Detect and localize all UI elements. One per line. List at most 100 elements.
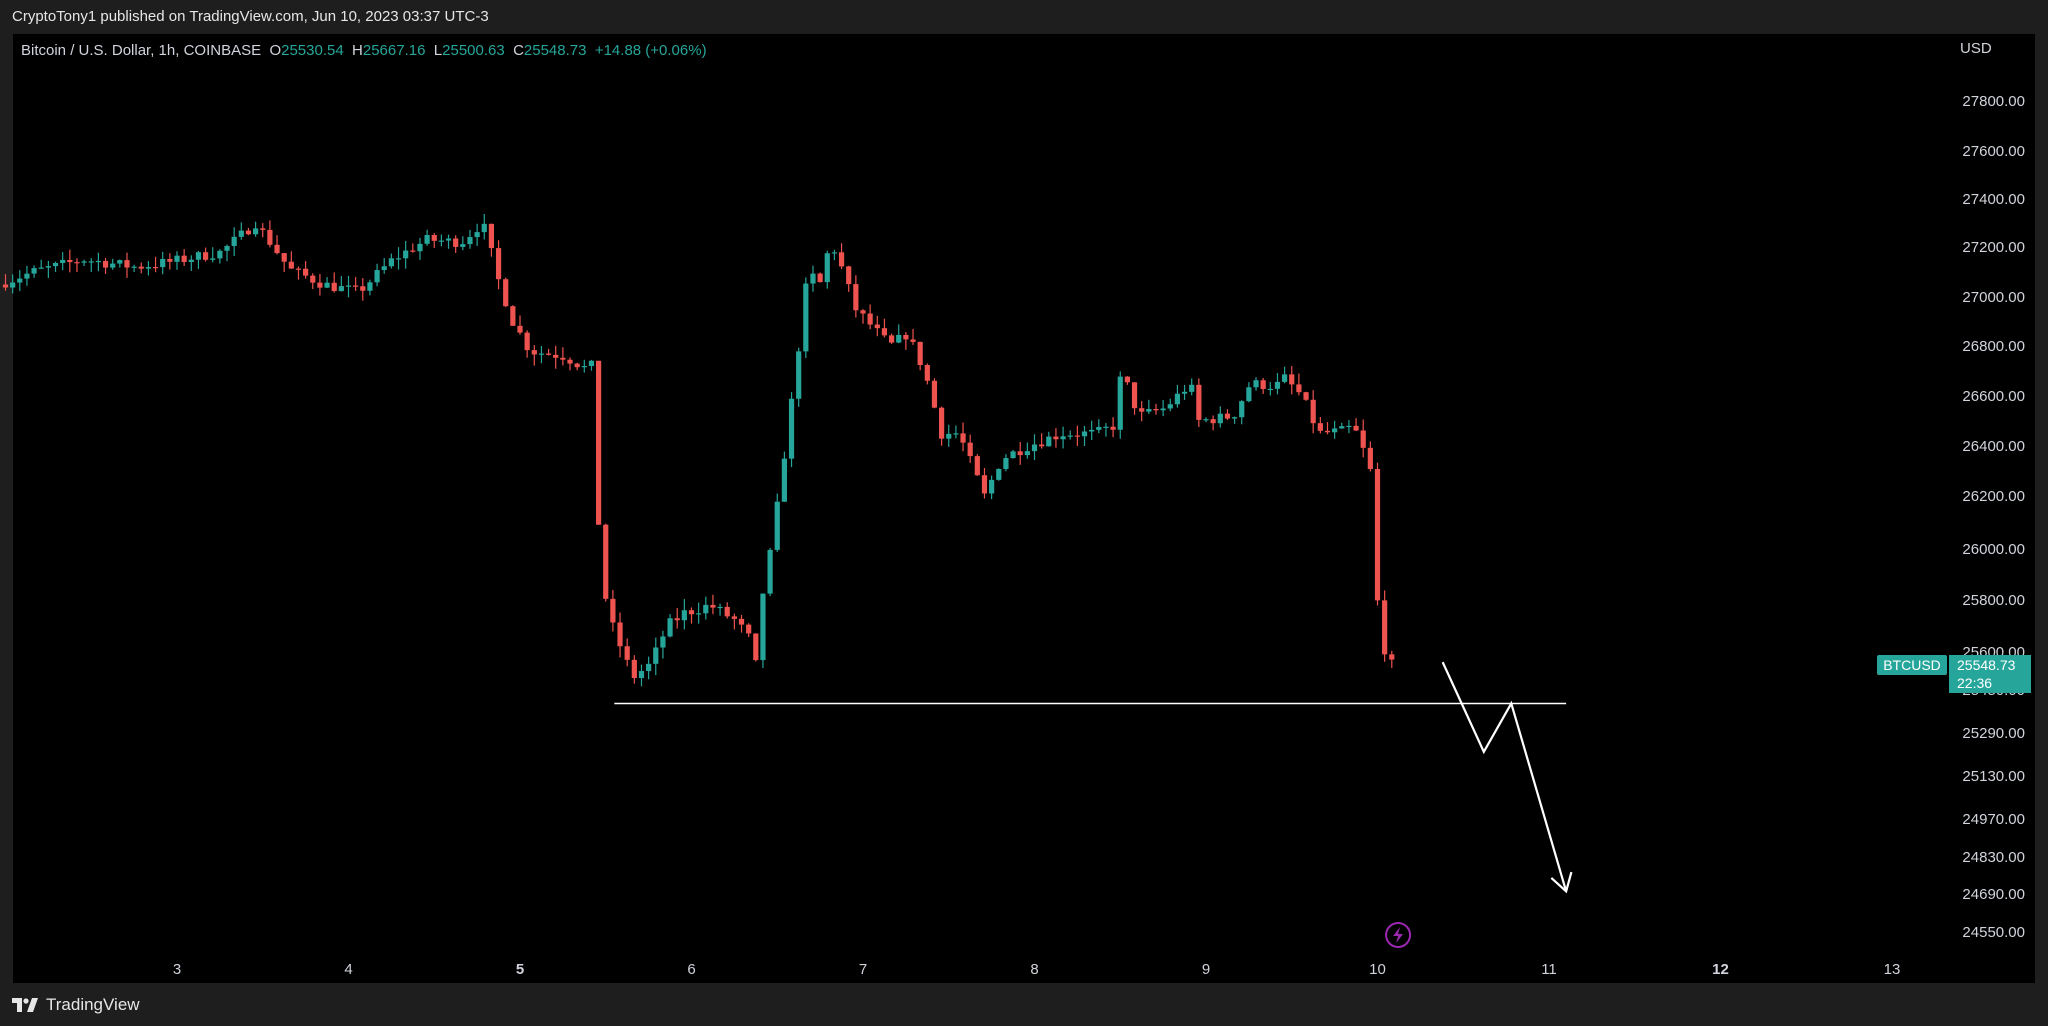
candle-body xyxy=(610,598,616,623)
candle-body xyxy=(124,260,130,268)
candle-body xyxy=(896,334,902,343)
candle-body xyxy=(67,259,73,263)
bar-countdown-label: 22:36 xyxy=(1957,675,1992,691)
y-tick-label: 27600.00 xyxy=(1962,143,2025,160)
candle-body xyxy=(996,469,1002,480)
y-tick-label: 24830.00 xyxy=(1962,849,2025,866)
candle-body xyxy=(760,593,766,661)
candle-body xyxy=(710,604,716,608)
candle-body xyxy=(1124,376,1130,383)
candle-body xyxy=(367,282,373,291)
candle-body xyxy=(217,250,223,259)
candle-body xyxy=(102,260,109,268)
candle-body xyxy=(888,335,895,343)
candle-body xyxy=(753,633,759,661)
candle-body xyxy=(267,229,273,245)
candle-body xyxy=(1103,426,1109,428)
candle-body xyxy=(1224,413,1231,419)
candle-body xyxy=(310,275,316,283)
candle-body xyxy=(438,240,444,242)
event-lightning-icon[interactable] xyxy=(1385,922,1412,948)
x-tick-label: 8 xyxy=(1030,961,1038,978)
candle-body xyxy=(939,407,945,439)
candle-body xyxy=(603,524,609,599)
candle-body xyxy=(1010,451,1016,459)
candle-body xyxy=(646,663,652,672)
candle-body xyxy=(431,234,437,241)
projection-path[interactable] xyxy=(1441,661,1568,892)
candle-body xyxy=(1324,430,1331,433)
candle-body xyxy=(1096,426,1102,430)
candle-body xyxy=(596,360,602,525)
candle-body xyxy=(781,458,787,502)
candle-body xyxy=(253,228,259,235)
candle-body xyxy=(817,273,823,283)
candle-body xyxy=(1360,430,1366,448)
candle-body xyxy=(88,261,94,263)
close-value: 25548.73 xyxy=(523,42,587,59)
candle-body xyxy=(388,258,394,267)
low-value: 25500.63 xyxy=(442,42,505,59)
candle-body xyxy=(167,258,173,262)
candle-body xyxy=(946,433,952,439)
y-tick-label: 24550.00 xyxy=(1962,924,2025,941)
candle-body xyxy=(1210,419,1216,424)
candle-body xyxy=(231,236,237,246)
symbol-badge[interactable] xyxy=(1877,654,1947,675)
symbol-title: Bitcoin / U.S. Dollar, 1h, COINBASE xyxy=(21,42,262,59)
candle-body xyxy=(1282,374,1288,382)
candle-body xyxy=(245,230,252,235)
candle-body xyxy=(1031,444,1038,452)
candle-body xyxy=(924,365,930,381)
candle-body xyxy=(1089,429,1095,432)
candle-body xyxy=(774,501,780,550)
candle-body xyxy=(1167,404,1173,409)
candle-body xyxy=(853,284,859,311)
candle-body xyxy=(74,262,80,264)
candle-body xyxy=(846,266,852,285)
candle-body xyxy=(831,252,838,254)
currency-label[interactable]: USD xyxy=(1960,40,1992,57)
candle-body xyxy=(581,366,587,368)
candle-body xyxy=(10,282,16,288)
candle-body xyxy=(174,255,180,262)
candle-body xyxy=(874,324,880,329)
candle-body xyxy=(1146,408,1152,412)
candle-body xyxy=(560,357,566,360)
candle-body xyxy=(796,351,802,399)
tradingview-logo-icon[interactable] xyxy=(12,997,38,1012)
candle-body xyxy=(767,549,773,594)
candle-body xyxy=(860,310,866,314)
x-tick-label: 9 xyxy=(1202,961,1210,978)
publish-info: CryptoTony1 published on TradingView.com… xyxy=(0,0,2048,34)
candle-body xyxy=(238,230,244,237)
symbol-badge-label: BTCUSD xyxy=(1883,657,1941,673)
chart-area[interactable] xyxy=(13,34,2035,983)
candle-body xyxy=(667,618,673,637)
candle-body xyxy=(810,273,816,284)
candle-body xyxy=(1067,435,1073,437)
candle-body xyxy=(1046,436,1052,447)
candle-body xyxy=(967,442,973,457)
high-value: 25667.16 xyxy=(362,42,426,59)
candle-body xyxy=(60,259,66,263)
candle-body xyxy=(52,262,59,267)
candle-body xyxy=(410,250,416,252)
candle-body xyxy=(31,268,37,274)
candle-body xyxy=(395,258,402,260)
candle-body xyxy=(1039,444,1045,447)
candle-body xyxy=(1203,419,1209,421)
candle-body xyxy=(1289,374,1295,385)
candle-body xyxy=(553,354,559,358)
brand-name[interactable]: TradingView xyxy=(46,994,140,1014)
candle-body xyxy=(1053,436,1059,440)
candle-body xyxy=(110,263,116,268)
high-label: H xyxy=(352,42,363,59)
y-tick-label: 27800.00 xyxy=(1962,93,2025,110)
candle-body xyxy=(724,606,730,617)
price-badge[interactable] xyxy=(1949,654,2031,693)
candle-body xyxy=(303,268,309,276)
x-tick-label: 5 xyxy=(516,961,524,978)
candle-body xyxy=(1310,399,1316,424)
